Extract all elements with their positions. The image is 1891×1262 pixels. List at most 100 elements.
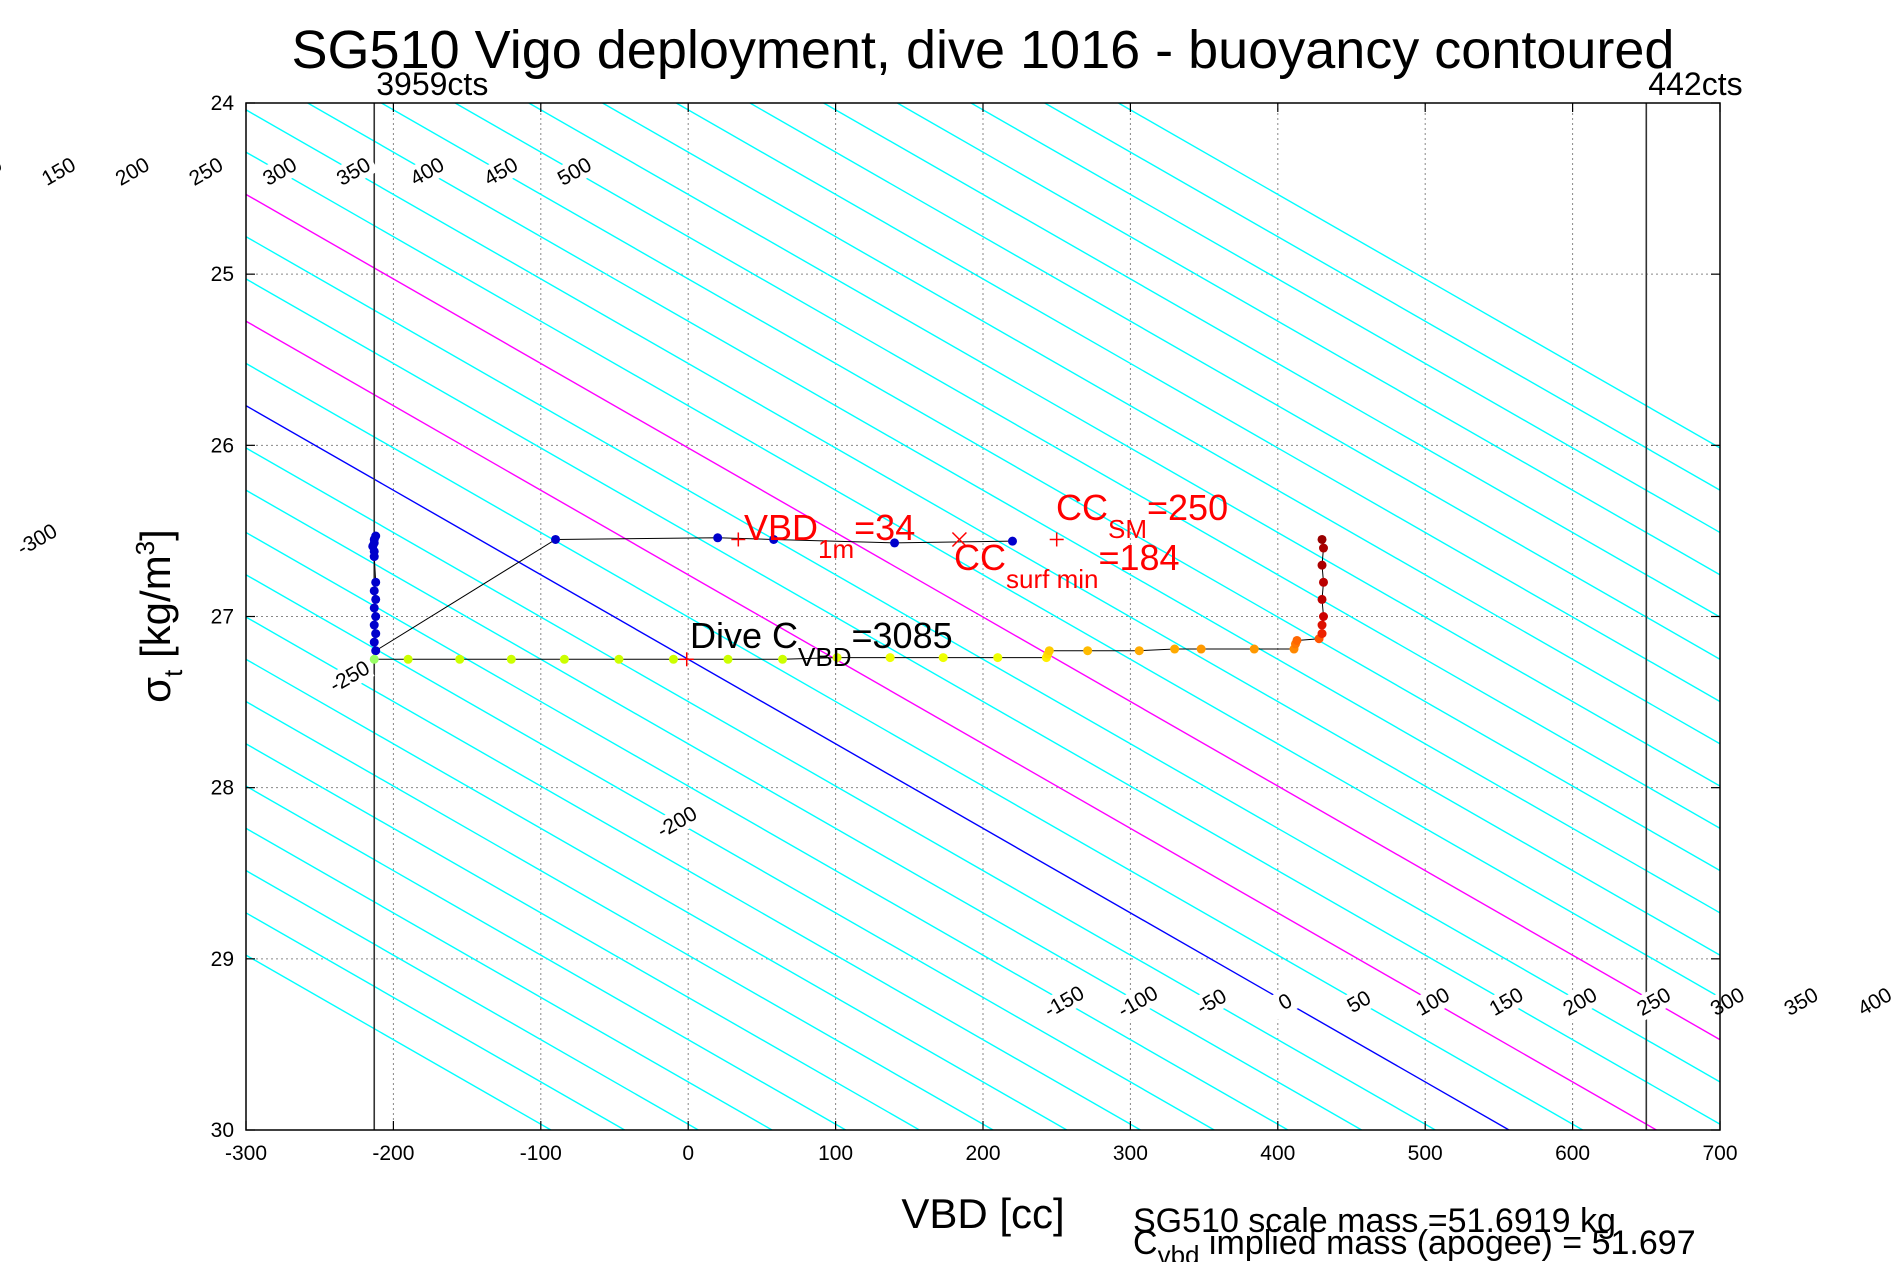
- data-point: [1317, 594, 1327, 604]
- x-axis-label: VBD [cc]: [901, 1190, 1064, 1237]
- contour-line: [246, 531, 1289, 1130]
- contour-line: [749, 103, 1720, 661]
- contour-line: [246, 785, 847, 1130]
- contour-label-background: [402, 150, 453, 193]
- contour-line: [246, 404, 1510, 1130]
- data-point: [885, 653, 895, 663]
- y-tick-label: 26: [211, 434, 234, 457]
- data-point: [1317, 560, 1327, 570]
- contour-line: [896, 103, 1720, 576]
- vbd-limit-lines: 3959cts 442cts: [373, 66, 1743, 1130]
- data-point: [1318, 577, 1328, 587]
- contour-line: [246, 235, 1720, 1083]
- contour-line: [246, 489, 1362, 1130]
- data-point: [1196, 644, 1206, 654]
- x-axis: -300 -200 -100 0 100 200 300 400 500 600 700: [225, 103, 1738, 1165]
- data-point: [993, 653, 1003, 663]
- plus-marker: [679, 652, 694, 667]
- contour-label-background: [651, 800, 703, 844]
- vbd-limit-label: 442cts: [1648, 66, 1742, 102]
- data-point: [371, 594, 381, 604]
- data-point: [832, 653, 842, 663]
- data-point: [559, 654, 569, 664]
- data-point: [1134, 646, 1144, 656]
- annotation-cc-surf-min-main: CC: [954, 537, 1006, 578]
- annotation-cc-surf-min-sub: surf min: [1006, 564, 1098, 594]
- data-point: [371, 629, 381, 639]
- data-point: [723, 654, 733, 664]
- contour-line: [1044, 103, 1720, 492]
- data-point: [455, 654, 465, 664]
- contour-line: [602, 103, 1720, 745]
- data-point: [1292, 635, 1302, 645]
- contour-label-background: [1260, 980, 1311, 1023]
- contour-line: [307, 103, 1720, 914]
- contour-label-background: [1481, 980, 1532, 1023]
- contour-line: [246, 320, 1657, 1130]
- y-tick-label: 25: [211, 263, 234, 286]
- data-point: [1317, 620, 1327, 630]
- contour-label-background: [1702, 980, 1753, 1023]
- cross-marker: [951, 531, 967, 548]
- data-point: [1317, 629, 1327, 639]
- contour-label-background: [1407, 980, 1458, 1023]
- data-point: [1317, 534, 1327, 544]
- contour-label-background: [1039, 980, 1090, 1023]
- data-point: [506, 654, 516, 664]
- data-point: [371, 577, 381, 587]
- data-point: [369, 552, 379, 562]
- data-point: [1170, 644, 1180, 654]
- data-point: [403, 654, 413, 664]
- contour-label-background: [254, 150, 305, 193]
- data-point: [713, 533, 723, 543]
- footer-implied-mass-sub: vbd: [1158, 1240, 1200, 1262]
- contour-label-background: [1776, 980, 1827, 1023]
- data-point: [778, 654, 788, 664]
- footer-implied-mass-main: C: [1133, 1224, 1158, 1262]
- contour-line: [246, 658, 1068, 1130]
- footer-implied-mass: Cvbd implied mass (apogee) = 51.697: [1133, 1224, 1696, 1262]
- annotation-vbd-1m: VBD1m=34: [744, 507, 915, 564]
- x-tick-label: 300: [1113, 1142, 1148, 1165]
- y-axis: 24 25 26 27 28 29 30: [211, 92, 1720, 1142]
- annotation-dive-cvbd-value: =3085: [852, 615, 953, 656]
- x-tick-label: 400: [1260, 1142, 1295, 1165]
- y-tick-label: 24: [211, 92, 235, 115]
- x-tick-label: 200: [965, 1142, 1000, 1165]
- contour-line: [246, 278, 1720, 1125]
- annotation-cc-surf-min: CCsurf min=184: [954, 537, 1180, 594]
- y-axis-label: σt [kg/m3]: [130, 529, 188, 703]
- y-axis-label-symbol: σ: [132, 677, 179, 703]
- annotation-dive-cvbd-sub: VBD: [798, 642, 851, 672]
- y-tick-label: 30: [211, 1119, 234, 1142]
- data-point: [371, 646, 381, 656]
- data-point: [668, 654, 678, 664]
- contour-line: [246, 447, 1436, 1130]
- x-tick-label: 100: [818, 1142, 853, 1165]
- data-point: [1083, 646, 1093, 656]
- contour-label-background: [328, 150, 379, 193]
- data-point: [1249, 644, 1259, 654]
- contour-label-background: [324, 655, 375, 698]
- footer-scale-mass: SG510 scale mass =51.6919 kg: [1133, 1202, 1616, 1240]
- data-point: [938, 653, 948, 663]
- y-tick-label: 29: [211, 948, 234, 971]
- annotation-vbd-1m-value: =34: [854, 507, 915, 548]
- data-point: [1044, 646, 1054, 656]
- y-axis-label-sub: t: [158, 669, 188, 677]
- data-point: [369, 603, 379, 613]
- contour-label-background: [107, 150, 158, 193]
- contour-line: [246, 193, 1720, 1041]
- annotation-cc-sm-value: =250: [1147, 487, 1228, 528]
- plus-marker: [731, 532, 746, 547]
- x-tick-label: 700: [1702, 1142, 1737, 1165]
- data-point: [369, 620, 379, 630]
- contour-line: [454, 103, 1720, 830]
- annotation-dive-cvbd: Dive CVBD=3085: [690, 615, 953, 672]
- data-point: [890, 538, 900, 548]
- contour-label-background: [1333, 980, 1384, 1023]
- plus-marker: [1049, 532, 1064, 547]
- contour-label-background: [1554, 980, 1606, 1023]
- x-tick-label: -200: [372, 1142, 414, 1165]
